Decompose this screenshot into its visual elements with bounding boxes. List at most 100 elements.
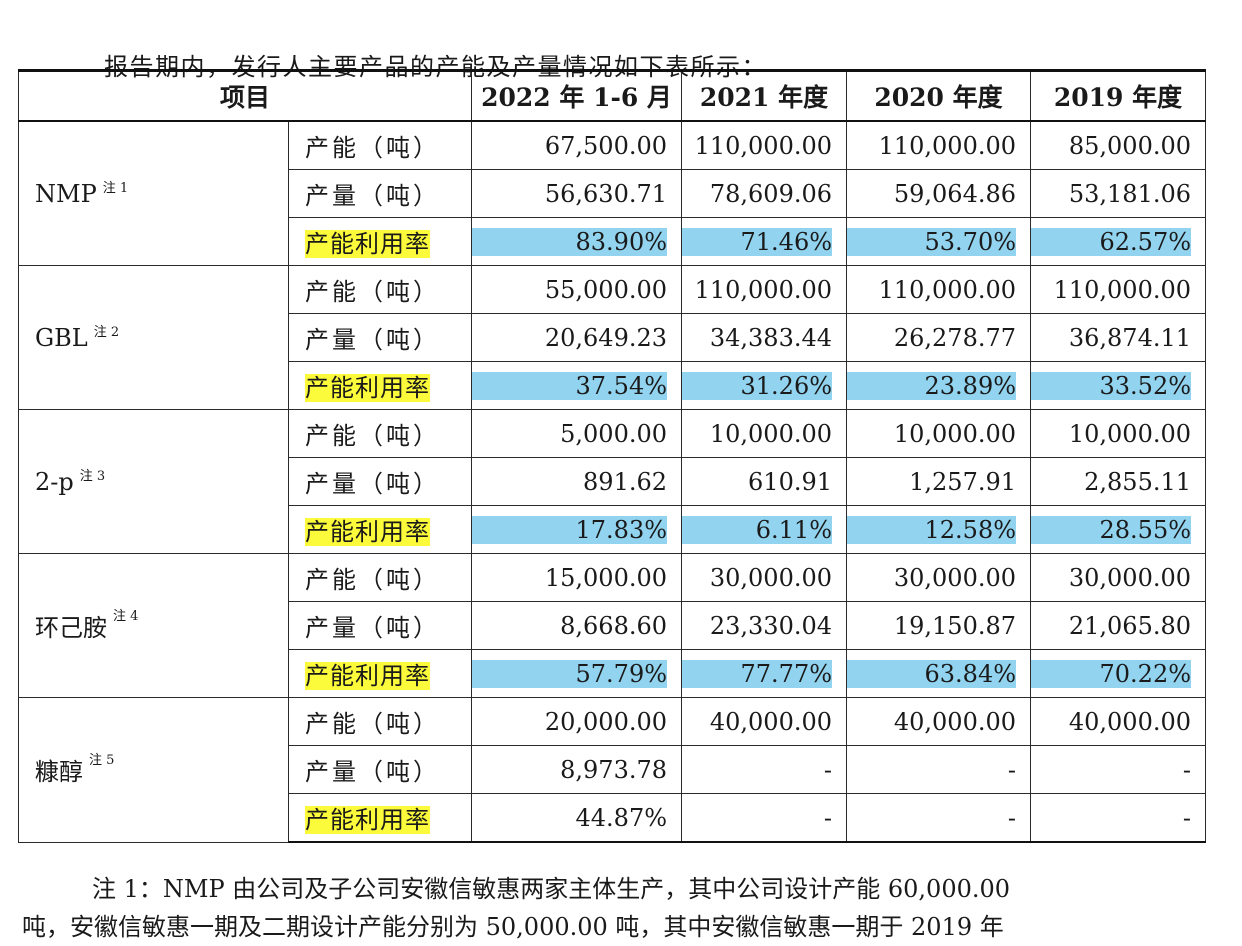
metric-label: 产量（吨）: [305, 326, 440, 354]
footnote-marker: 注 1: [102, 180, 129, 196]
header-period: 2022 年 1-6 月: [471, 69, 683, 122]
value-cell: 44.87%: [471, 793, 683, 843]
value: 610.91: [748, 467, 833, 496]
value: 15,000.00: [544, 563, 668, 592]
metric-label-cell: 产能（吨）: [287, 553, 473, 602]
value: 110,000.00: [1053, 275, 1192, 304]
table-row: 产能利用率 37.54% 31.26% 23.89% 33.52%: [19, 361, 1207, 410]
value-cell: 10,000.00: [846, 409, 1032, 458]
metric-label-cell: 产能（吨）: [287, 409, 473, 458]
metric-label: 产能利用率: [305, 230, 430, 258]
value: 57.79%: [471, 659, 668, 688]
value: 30,000.00: [709, 563, 833, 592]
value-cell: 26,278.77: [846, 313, 1032, 362]
value: 28.55%: [1030, 515, 1192, 544]
metric-label: 产量（吨）: [305, 182, 440, 210]
table-row: 环己胺注 4 产能（吨） 15,000.00 30,000.00 30,000.00 30…: [18, 553, 1207, 698]
value: -: [823, 803, 833, 832]
value: 63.84%: [846, 659, 1017, 688]
value: 85,000.00: [1068, 131, 1192, 160]
value-cell: 5,000.00: [471, 409, 683, 458]
value-cell: 110,000.00: [681, 265, 848, 314]
value-cell: 30,000.00: [1030, 553, 1207, 602]
table-body: NMP 注 1 产能（吨） 67,500.00 110,000.00 110,000.00…: [18, 120, 1207, 843]
metric-label-cell: 产能（吨）: [287, 265, 473, 314]
value: 62.57%: [1030, 227, 1192, 256]
metric-label: 产能利用率: [305, 662, 430, 690]
metric-label-cell: 产量（吨）: [287, 601, 473, 650]
value-cell: 30,000.00: [681, 553, 848, 602]
value: 59,064.86: [893, 179, 1017, 208]
value-cell: 23.89%: [846, 361, 1032, 410]
metric-label: 产能利用率: [305, 374, 430, 402]
value-cell: 40,000.00: [681, 697, 848, 746]
value: 26,278.77: [893, 323, 1017, 352]
value: -: [1182, 803, 1192, 832]
value: 55,000.00: [544, 275, 668, 304]
product-name: 2-p: [35, 467, 74, 496]
value-cell: 36,874.11: [1030, 313, 1207, 362]
metric-label-cell: 产能（吨）: [287, 120, 473, 170]
value-cell: -: [681, 745, 848, 794]
value: 20,649.23: [544, 323, 668, 352]
value-cell: 71.46%: [681, 217, 848, 266]
table-row: 产量（吨） 56,630.71 78,609.06 59,064.86 53,181.0…: [19, 169, 1207, 218]
metric-label-cell: 产能利用率: [287, 649, 473, 698]
value: 40,000.00: [1068, 707, 1192, 736]
header-period: 2021 年度: [681, 69, 848, 122]
value: 5,000.00: [560, 419, 668, 448]
product-name-cell: GBL 注 2: [18, 265, 289, 410]
value-cell: 1,257.91: [846, 457, 1032, 506]
value-cell: 6.11%: [681, 505, 848, 554]
value-cell: 21,065.80: [1030, 601, 1207, 650]
footnote-marker: 注 4: [113, 609, 139, 624]
value-cell: 110,000.00: [681, 120, 848, 170]
value: 12.58%: [846, 515, 1017, 544]
table-row: 产量（吨） 8,668.60 23,330.04 19,150.87 21,065.80: [19, 601, 1207, 650]
product-name-cell: NMP 注 1: [18, 120, 289, 266]
value-cell: 78,609.06: [681, 169, 848, 218]
value-cell: 57.79%: [471, 649, 683, 698]
value: 23.89%: [846, 371, 1017, 400]
value-cell: 34,383.44: [681, 313, 848, 362]
value: -: [1182, 755, 1192, 784]
value-cell: 37.54%: [471, 361, 683, 410]
value-cell: 610.91: [681, 457, 848, 506]
value-cell: 110,000.00: [846, 265, 1032, 314]
metric-label-cell: 产量（吨）: [287, 457, 473, 506]
value-cell: 40,000.00: [1030, 697, 1207, 746]
value: 53.70%: [846, 227, 1017, 256]
table-row: 产量（吨） 8,973.78 - - -: [19, 745, 1207, 794]
value: 17.83%: [471, 515, 668, 544]
value: 19,150.87: [893, 611, 1017, 640]
value: 83.90%: [471, 227, 668, 256]
metric-label-cell: 产能利用率: [287, 217, 473, 266]
value: 30,000.00: [893, 563, 1017, 592]
value: 8,973.78: [560, 755, 668, 784]
value-cell: 10,000.00: [681, 409, 848, 458]
table-row: 产能利用率 44.87% - - -: [19, 793, 1207, 843]
product-name-cell: 环己胺注 4: [18, 553, 289, 698]
table-row: 产能利用率 83.90% 71.46% 53.70% 62.57%: [19, 217, 1207, 266]
value: 53,181.06: [1068, 179, 1192, 208]
value-cell: 10,000.00: [1030, 409, 1207, 458]
header-period: 2019 年度: [1030, 69, 1207, 122]
value-cell: 53.70%: [846, 217, 1032, 266]
table-row: 产能利用率 57.79% 77.77% 63.84% 70.22%: [19, 649, 1207, 698]
value: 1,257.91: [909, 467, 1017, 496]
value: 40,000.00: [893, 707, 1017, 736]
value-cell: 17.83%: [471, 505, 683, 554]
metric-label: 产能利用率: [305, 806, 430, 834]
value-cell: -: [1030, 793, 1207, 843]
metric-label: 产能（吨）: [305, 134, 440, 162]
value-cell: -: [681, 793, 848, 843]
header-period: 2020 年度: [846, 69, 1032, 122]
value: 40,000.00: [709, 707, 833, 736]
value: 110,000.00: [694, 131, 833, 160]
value-cell: 110,000.00: [1030, 265, 1207, 314]
value: 37.54%: [471, 371, 668, 400]
table-row: 产量（吨） 891.62 610.91 1,257.91 2,855.11: [19, 457, 1207, 506]
value: 110,000.00: [878, 275, 1017, 304]
value-cell: -: [846, 745, 1032, 794]
value: 6.11%: [681, 515, 833, 544]
